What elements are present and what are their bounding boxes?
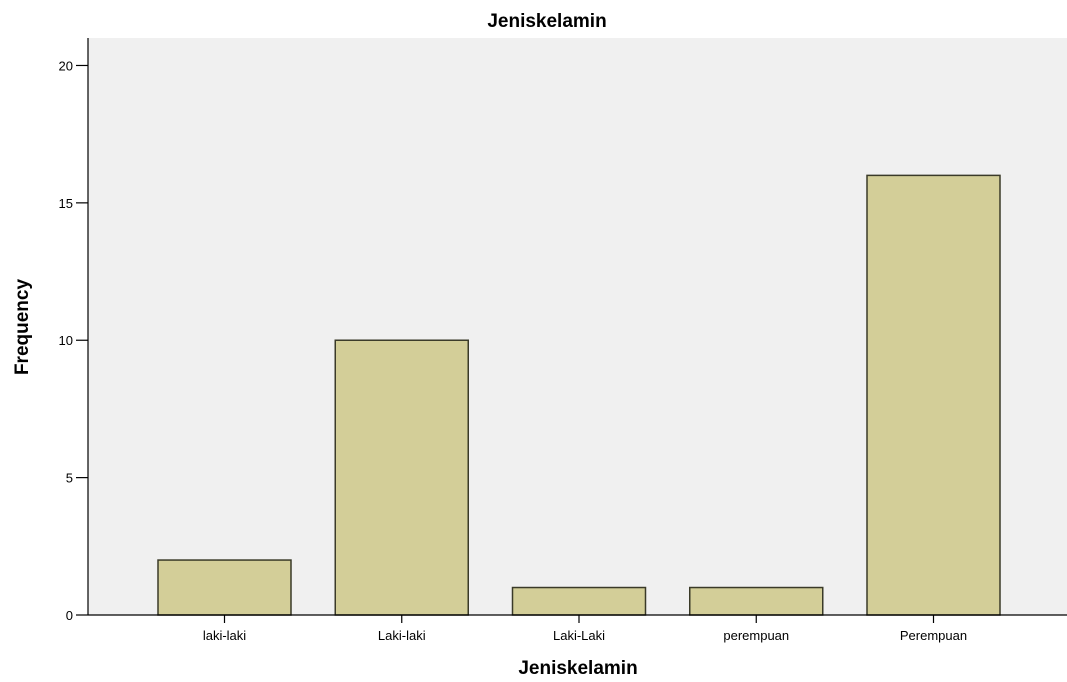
y-tick-label: 10 bbox=[59, 333, 73, 348]
y-axis-title: Frequency bbox=[12, 279, 33, 376]
y-tick-label: 15 bbox=[59, 196, 73, 211]
x-tick-label: Laki-laki bbox=[378, 628, 426, 643]
bar-4 bbox=[866, 174, 1001, 616]
bar-2 bbox=[511, 586, 647, 616]
bar-0 bbox=[157, 559, 292, 616]
bar-1 bbox=[334, 339, 469, 616]
bar-3 bbox=[689, 586, 824, 616]
y-axis-ticks: 0 5 10 15 20 bbox=[59, 58, 88, 623]
bars-group bbox=[157, 174, 1001, 616]
x-tick-label: perempuan bbox=[723, 628, 789, 643]
chart-title: Jeniskelamin bbox=[487, 11, 606, 32]
x-tick-label: laki-laki bbox=[203, 628, 246, 643]
x-axis-ticks: laki-laki Laki-laki Laki-Laki perempuan Pere… bbox=[203, 615, 967, 643]
x-axis-title: Jeniskelamin bbox=[518, 658, 637, 679]
y-tick-label: 20 bbox=[59, 58, 73, 73]
x-tick-label: Perempuan bbox=[900, 628, 967, 643]
y-tick-label: 5 bbox=[66, 471, 73, 486]
x-tick-label: Laki-Laki bbox=[553, 628, 605, 643]
y-tick-label: 0 bbox=[66, 608, 73, 623]
